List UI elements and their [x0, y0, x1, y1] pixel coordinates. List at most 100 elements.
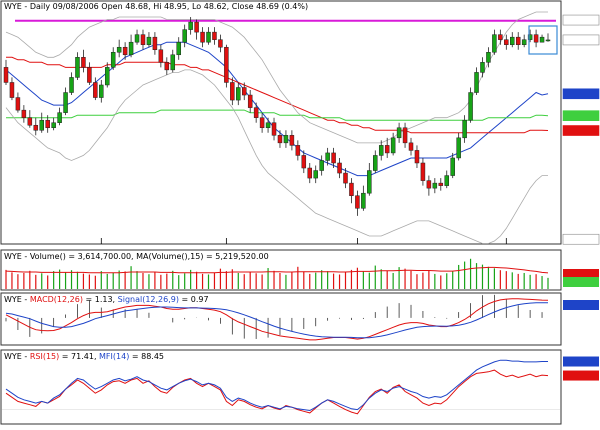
- candle-body: [289, 135, 295, 146]
- latest-price-highlight: [528, 25, 558, 55]
- candle-body: [301, 155, 307, 169]
- price-header-high: Hi 48.95,: [153, 2, 189, 11]
- rsi-panel-frame: [0, 349, 562, 425]
- macd-signal-line: [5, 302, 548, 339]
- price-panel: WYE - Daily 09/08/2006 Open 48.68, Hi 48…: [0, 0, 600, 245]
- price-header: WYE - Daily 09/08/2006 Open 48.68, Hi 48…: [4, 2, 308, 11]
- candle-body: [420, 162, 426, 181]
- price-ma-line-4: [5, 69, 548, 244]
- macd-lines: [5, 298, 549, 341]
- macd-histogram: [5, 294, 543, 339]
- price-value-tag: [562, 110, 600, 121]
- candle-body: [349, 182, 354, 196]
- candle-body: [259, 117, 265, 129]
- candle-body: [200, 31, 205, 43]
- macd-line: [5, 298, 549, 341]
- candle-body: [521, 39, 527, 45]
- candle-body: [474, 72, 479, 93]
- macd-legend-macd: MACD(12,26): [30, 295, 83, 304]
- volume-value-tags: [563, 269, 599, 287]
- candle-body: [247, 94, 253, 108]
- candle-body: [444, 175, 449, 186]
- candle-body: [408, 142, 414, 151]
- candle-body: [253, 107, 259, 118]
- candle-body: [33, 124, 39, 131]
- candle-body: [426, 180, 432, 189]
- candle-body: [313, 170, 318, 179]
- rsi-legend-prefix: WYE -: [4, 352, 30, 361]
- price-header-period: Daily: [30, 2, 51, 11]
- candle-body: [128, 41, 134, 56]
- candle-body: [194, 21, 199, 33]
- rsi-mfi-lines: [5, 359, 549, 415]
- candle-body: [241, 87, 247, 96]
- candle-body: [188, 21, 193, 30]
- candle-body: [9, 82, 15, 98]
- price-ma-line-1: [6, 56, 549, 134]
- candle-body: [510, 36, 515, 45]
- rsi-legend: WYE - RSI(15) = 71.41, MFI(14) = 88.45: [4, 352, 164, 361]
- candle-body: [337, 162, 342, 174]
- candle-body: [140, 34, 146, 45]
- candle-body: [271, 122, 277, 136]
- candle-body: [515, 36, 521, 45]
- candle-body: [498, 34, 503, 40]
- rsi-value-tag: [563, 370, 599, 381]
- price-value-tag: [562, 88, 600, 100]
- price-moving-averages: [5, 11, 549, 244]
- price-ma-line-3: [5, 11, 548, 144]
- macd-value-tag: [563, 300, 599, 310]
- rsi-value-tag: [563, 356, 599, 367]
- mfi-line: [5, 359, 548, 412]
- price-header-symbol: WYE: [4, 2, 22, 11]
- candle-body: [331, 152, 336, 164]
- candle-body: [182, 29, 187, 43]
- volume-panel: WYE - Volume() = 3,614,700.00, MA(Volume…: [0, 249, 599, 291]
- candle-body: [236, 87, 241, 101]
- candle-body: [319, 160, 324, 171]
- candle-body: [378, 145, 384, 156]
- candle-body: [402, 127, 408, 144]
- candle-body: [164, 62, 170, 71]
- candle-body: [3, 67, 9, 83]
- candle-body: [343, 172, 348, 184]
- candle-body: [533, 34, 539, 43]
- candle-body: [325, 152, 330, 161]
- rsi-line: [5, 369, 549, 415]
- macd-legend-prefix: WYE -: [4, 295, 30, 304]
- rsi-value-tags: [563, 356, 599, 381]
- volume-ma-polyline: [5, 266, 549, 274]
- candle-body: [504, 39, 509, 45]
- price-header-date: 09/08/2006: [53, 2, 99, 11]
- candle-body: [99, 84, 104, 98]
- candle-body: [57, 112, 62, 123]
- candle-body: [75, 57, 80, 78]
- candle-body: [152, 36, 158, 50]
- candle-body: [87, 67, 92, 83]
- rsi-legend-rsi-value: = 71.41,: [59, 352, 99, 361]
- candle-body: [27, 117, 33, 126]
- volume-panel-frame: [0, 249, 562, 291]
- candle-body: [384, 145, 390, 154]
- price-ma-line-2: [6, 109, 549, 121]
- macd-legend-signal: Signal(12,26,9): [118, 295, 179, 304]
- price-candles: [3, 17, 551, 216]
- volume-value-tag: [563, 277, 599, 287]
- candle-body: [545, 39, 551, 42]
- candle-body: [122, 46, 128, 56]
- candle-body: [486, 52, 491, 63]
- candle-body: [456, 137, 461, 159]
- candle-body: [414, 150, 420, 164]
- candle-body: [539, 36, 545, 43]
- candle-body: [390, 137, 396, 154]
- candle-body: [492, 34, 497, 53]
- candle-body: [116, 46, 122, 53]
- macd-panel: WYE - MACD(12,26) = 1.13, Signal(12,26,9…: [0, 292, 599, 346]
- candle-body: [277, 135, 283, 144]
- volume-value-tag: [563, 269, 599, 279]
- candle-body: [81, 57, 86, 68]
- rsi-panel: WYE - RSI(15) = 71.41, MFI(14) = 88.45: [0, 349, 599, 425]
- candle-body: [438, 182, 444, 186]
